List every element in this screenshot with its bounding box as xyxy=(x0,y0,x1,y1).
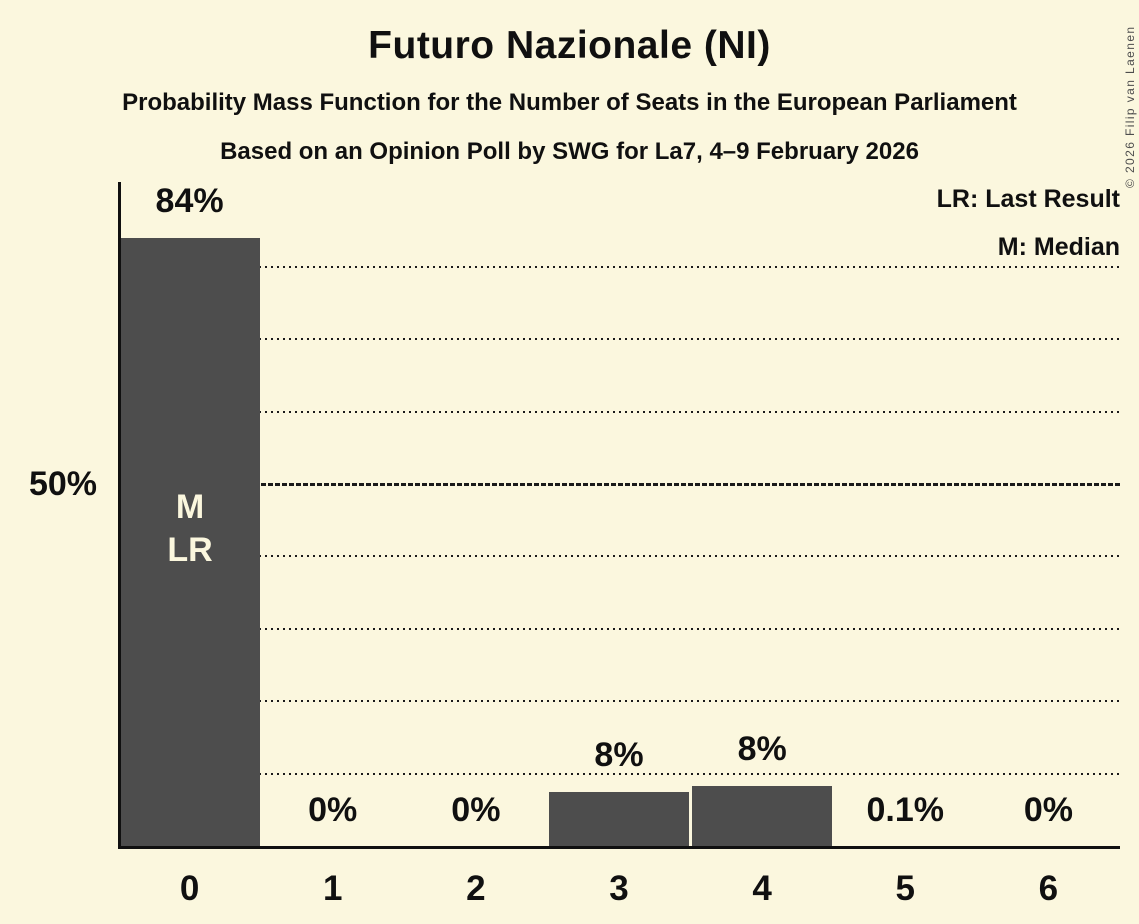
gridline-50pct-reference xyxy=(121,482,1120,486)
gridline-40pct xyxy=(121,555,1120,558)
bar-value-label-3: 8% xyxy=(594,735,644,774)
chart-poll-source-subtitle: Based on an Opinion Poll by SWG for La7,… xyxy=(220,138,919,165)
x-tick-2: 2 xyxy=(466,869,486,908)
bar-0-median-lastresult-annotation: M LR xyxy=(118,486,262,572)
bar-seats-4 xyxy=(692,785,833,846)
x-tick-1: 1 xyxy=(322,869,343,908)
gridline-70pct xyxy=(121,338,1120,341)
x-tick-5: 5 xyxy=(895,869,915,908)
x-tick-6: 6 xyxy=(1038,869,1059,908)
bar-seats-0 xyxy=(119,238,260,846)
gridline-20pct xyxy=(121,700,1120,703)
bar-value-label-2: 0% xyxy=(451,791,501,829)
x-axis-baseline xyxy=(118,846,1120,849)
median-marker: M xyxy=(175,488,205,526)
bar-value-label-1: 0% xyxy=(308,791,358,829)
gridline-10pct xyxy=(121,772,1120,775)
bar-value-label-6: 0% xyxy=(1023,791,1073,829)
gridline-30pct xyxy=(121,627,1120,630)
chart-title: Futuro Nazionale (NI) xyxy=(368,24,771,67)
last-result-marker: LR xyxy=(167,531,213,569)
gridline-60pct xyxy=(121,410,1120,413)
x-tick-4: 4 xyxy=(752,869,772,908)
bar-value-label-5: 0.1% xyxy=(866,791,945,829)
bar-seats-3 xyxy=(548,791,690,846)
x-tick-3: 3 xyxy=(609,869,629,908)
chart-subtitle: Probability Mass Function for the Number… xyxy=(122,89,1017,116)
y-axis-50-percent-label: 50% xyxy=(28,465,97,503)
gridline-80pct xyxy=(121,265,1120,268)
bar-value-label-0: 84% xyxy=(155,182,224,220)
x-tick-0: 0 xyxy=(179,869,200,908)
y-axis-line xyxy=(118,182,121,849)
bar-value-label-4: 8% xyxy=(737,729,787,768)
legend-last-result: LR: Last Result xyxy=(936,185,1120,213)
legend-median: M: Median xyxy=(997,233,1120,261)
